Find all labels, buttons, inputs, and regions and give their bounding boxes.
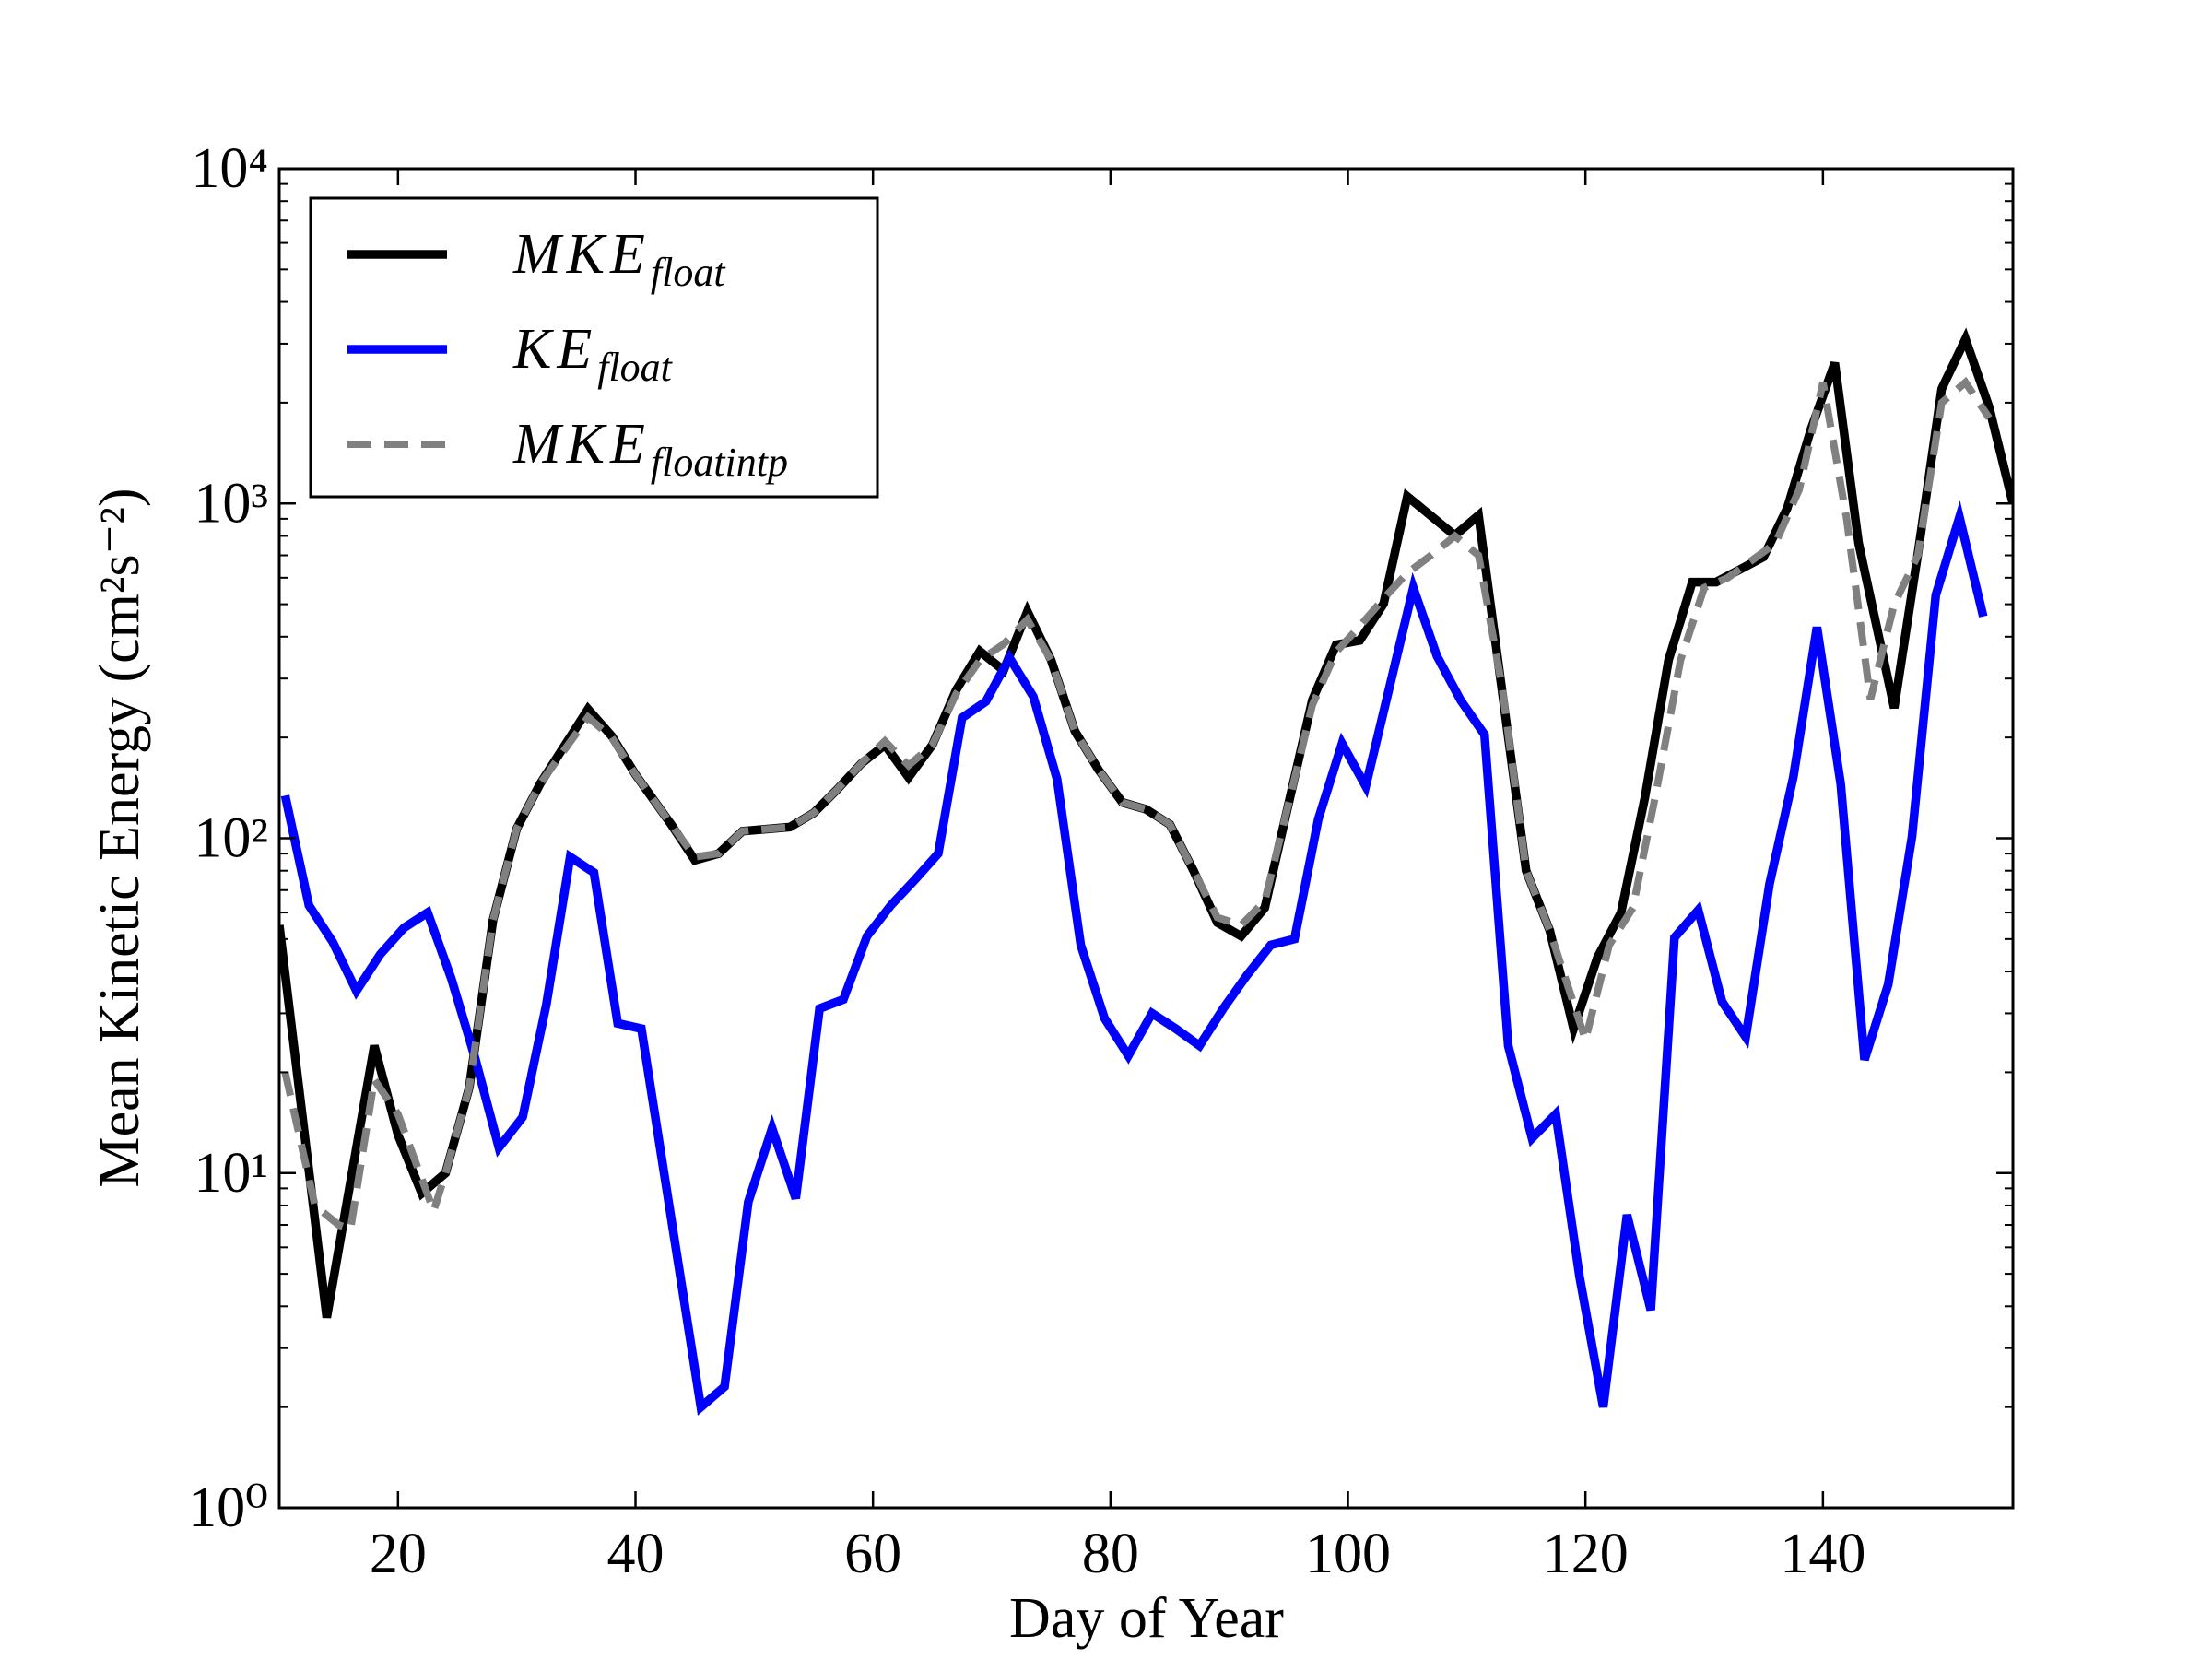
x-tick-label: 20 (370, 1523, 427, 1585)
x-tick-label: 140 (1780, 1523, 1865, 1585)
legend-label: MKEfloatintp (512, 413, 788, 485)
x-tick-label: 120 (1543, 1523, 1629, 1585)
series-line (281, 376, 1993, 1234)
series-line (280, 500, 1988, 1416)
x-tick-label: 80 (1082, 1523, 1139, 1585)
x-axis-label: Day of Year (1009, 1587, 1284, 1650)
x-tick-label: 40 (607, 1523, 665, 1585)
y-tick-label: 10⁴ (191, 137, 268, 200)
y-tick-label: 10² (194, 807, 268, 870)
y-tick-label: 10¹ (194, 1142, 268, 1205)
x-tick-label: 100 (1305, 1523, 1391, 1585)
legend-label: MKEfloat (512, 223, 726, 295)
y-axis-label: Mean Kinetic Energy (cm²s⁻²) (88, 488, 151, 1187)
legend-label: KEfloat (512, 318, 674, 390)
y-tick-label: 10³ (194, 472, 268, 535)
y-tick-label: 10⁰ (188, 1477, 268, 1539)
x-tick-label: 60 (844, 1523, 901, 1585)
